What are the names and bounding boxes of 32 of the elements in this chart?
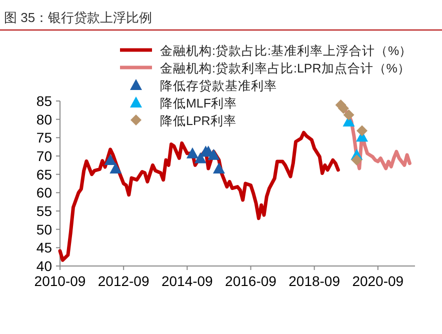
y-tick-label: 65	[36, 166, 52, 182]
legend-label: 金融机构:贷款利率占比:LPR加点合计（%）	[160, 60, 410, 76]
y-tick-label: 60	[36, 184, 52, 201]
chart-title: 图 35：银行贷款上浮比例	[4, 10, 152, 25]
point	[186, 147, 198, 158]
y-tick-label: 80	[36, 111, 52, 128]
x-tick-label: 2014-09	[161, 273, 214, 289]
x-tick-label: 2016-09	[225, 273, 277, 289]
point	[351, 154, 362, 166]
x-tick-label: 2010-09	[34, 273, 86, 289]
y-tick-label: 40	[36, 258, 52, 274]
y-tick-label: 55	[36, 203, 52, 219]
legend-label: 降低存贷款基准利率	[160, 78, 277, 93]
point	[104, 154, 116, 166]
point	[212, 162, 225, 174]
y-tick-label: 45	[36, 240, 52, 256]
x-tick-label: 2018-09	[288, 273, 340, 289]
point	[356, 125, 368, 136]
line-series	[58, 130, 340, 262]
point	[343, 109, 354, 120]
point	[110, 162, 122, 174]
y-tick-label: 85	[36, 93, 52, 109]
point	[208, 148, 220, 160]
point	[194, 152, 206, 164]
legend-label: 金融机构:贷款占比:基准利率上浮合计（%）	[160, 43, 412, 58]
y-tick-label: 70	[36, 148, 52, 164]
legend-label: 降低LPR利率	[160, 113, 236, 128]
y-tick-label: 50	[36, 221, 52, 238]
x-tick-label: 2020-09	[352, 273, 404, 289]
x-tick-label: 2012-09	[98, 273, 150, 289]
y-tick-label: 75	[36, 130, 52, 146]
legend-label: 降低MLF利率	[160, 96, 237, 110]
